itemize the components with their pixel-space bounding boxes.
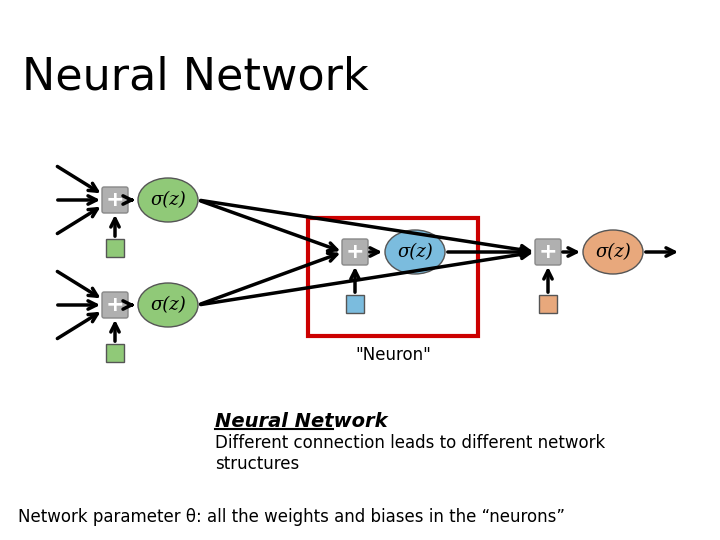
FancyBboxPatch shape: [342, 239, 368, 265]
Bar: [539, 295, 557, 313]
Ellipse shape: [385, 230, 445, 274]
Text: σ(z): σ(z): [150, 296, 186, 314]
Text: σ(z): σ(z): [397, 243, 433, 261]
Ellipse shape: [583, 230, 643, 274]
Text: +: +: [539, 242, 557, 262]
Text: +: +: [106, 295, 125, 315]
Text: Different connection leads to different network
structures: Different connection leads to different …: [215, 434, 606, 473]
Text: +: +: [106, 190, 125, 210]
Bar: [308, 218, 478, 336]
Text: Neural Network: Neural Network: [22, 55, 369, 98]
Text: +: +: [346, 242, 364, 262]
FancyBboxPatch shape: [102, 292, 128, 318]
Text: "Neuron": "Neuron": [355, 346, 431, 364]
Ellipse shape: [138, 283, 198, 327]
Bar: [106, 344, 124, 362]
Bar: [346, 295, 364, 313]
FancyBboxPatch shape: [535, 239, 561, 265]
Ellipse shape: [138, 178, 198, 222]
Text: σ(z): σ(z): [150, 191, 186, 209]
Bar: [106, 239, 124, 257]
Text: Network parameter θ: all the weights and biases in the “neurons”: Network parameter θ: all the weights and…: [18, 508, 565, 526]
FancyBboxPatch shape: [102, 187, 128, 213]
Text: Neural Network: Neural Network: [215, 412, 387, 431]
Text: σ(z): σ(z): [595, 243, 631, 261]
